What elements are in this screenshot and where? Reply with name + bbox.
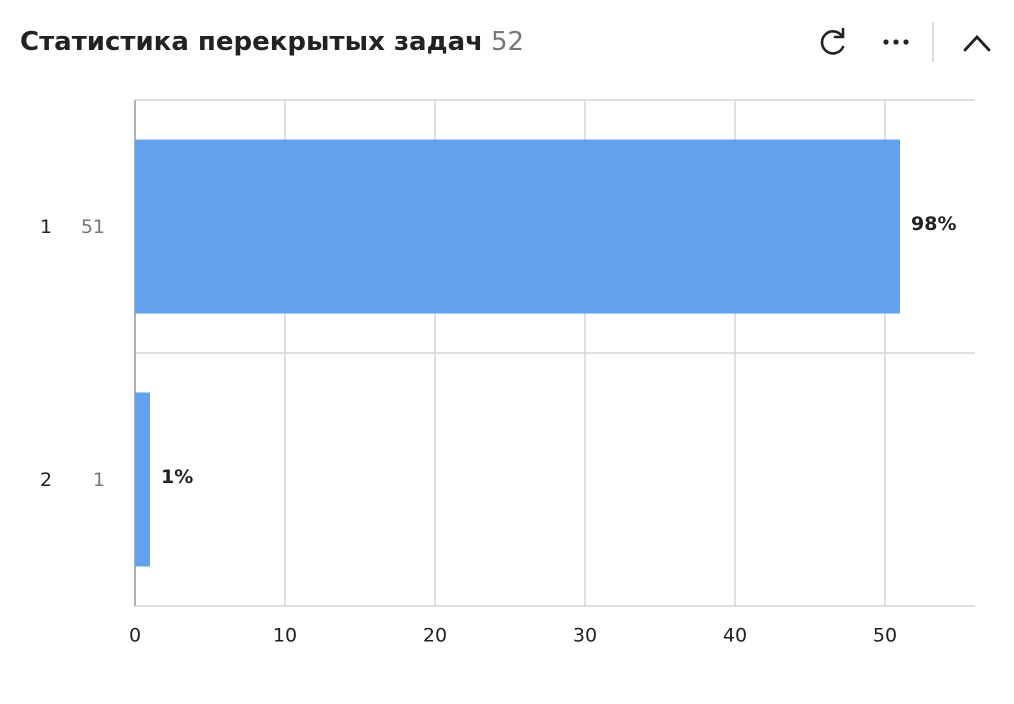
count-label: 51 (81, 216, 105, 238)
total-count: 52 (491, 27, 524, 57)
x-tick-label: 50 (873, 625, 897, 647)
x-tick-label: 40 (723, 625, 747, 647)
dot (903, 39, 909, 45)
widget-title: Статистика перекрытых задач 52 (20, 27, 524, 57)
bar (135, 392, 150, 567)
share-label: 98% (911, 213, 956, 235)
refresh-icon[interactable] (820, 27, 845, 55)
share-label: 1% (161, 466, 193, 488)
x-tick-label: 30 (573, 625, 597, 647)
bar (135, 139, 900, 314)
category-label: 1 (40, 216, 52, 238)
x-tick-label: 0 (129, 625, 141, 647)
collapse-icon[interactable] (963, 34, 991, 52)
dot (893, 39, 899, 45)
more-icon[interactable] (883, 39, 909, 45)
x-tick-label: 10 (273, 625, 297, 647)
count-label: 1 (93, 469, 105, 491)
category-label: 2 (40, 469, 52, 491)
dot (883, 39, 889, 45)
x-tick-label: 20 (423, 625, 447, 647)
refresh-arrow (833, 27, 845, 39)
refresh-arc (820, 30, 845, 55)
title: Статистика перекрытых задач (20, 27, 483, 57)
